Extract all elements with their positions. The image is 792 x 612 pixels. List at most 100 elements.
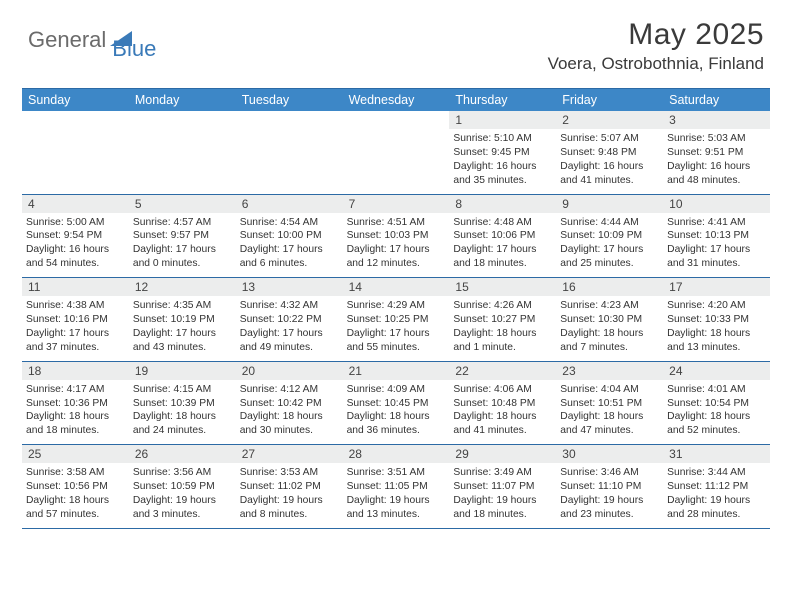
day-info: Sunrise: 4:38 AMSunset: 10:16 PMDaylight…: [26, 299, 125, 355]
day-header-thursday: Thursday: [449, 89, 556, 111]
day-number: [129, 111, 236, 129]
day-header-friday: Friday: [556, 89, 663, 111]
day-cell: 9 Sunrise: 4:44 AMSunset: 10:09 PMDayligh…: [556, 195, 663, 278]
day-info: Sunrise: 4:54 AMSunset: 10:00 PMDaylight…: [240, 216, 339, 272]
day-info: Sunrise: 4:20 AMSunset: 10:33 PMDaylight…: [667, 299, 766, 355]
day-info: Sunrise: 4:57 AMSunset: 9:57 PMDaylight:…: [133, 216, 232, 272]
day-number: 15: [449, 278, 556, 296]
day-cell: 25 Sunrise: 3:58 AMSunset: 10:56 PMDaylig…: [22, 445, 129, 528]
day-header-row: SundayMondayTuesdayWednesdayThursdayFrid…: [22, 89, 770, 111]
day-number: [343, 111, 450, 129]
day-number: 17: [663, 278, 770, 296]
empty-cell: [129, 111, 236, 194]
day-number: 29: [449, 445, 556, 463]
day-info: Sunrise: 3:46 AMSunset: 11:10 PMDaylight…: [560, 466, 659, 522]
day-cell: 21Sunrise: 4:09 AMSunset: 10:45 PMDaylig…: [343, 362, 450, 445]
day-info: Sunrise: 4:17 AMSunset: 10:36 PMDaylight…: [26, 383, 125, 439]
day-cell: 23 Sunrise: 4:04 AMSunset: 10:51 PMDaylig…: [556, 362, 663, 445]
day-number: 31: [663, 445, 770, 463]
day-info: Sunrise: 5:10 AMSunset: 9:45 PMDaylight:…: [453, 132, 552, 188]
day-cell: 2 Sunrise: 5:07 AMSunset: 9:48 PMDaylight…: [556, 111, 663, 194]
week-row: 11Sunrise: 4:38 AMSunset: 10:16 PMDaylig…: [22, 278, 770, 362]
day-info: Sunrise: 4:48 AMSunset: 10:06 PMDaylight…: [453, 216, 552, 272]
day-cell: 18 Sunrise: 4:17 AMSunset: 10:36 PMDaylig…: [22, 362, 129, 445]
month-year: May 2025: [548, 18, 764, 52]
day-info: Sunrise: 4:09 AMSunset: 10:45 PMDaylight…: [347, 383, 446, 439]
day-number: 23: [556, 362, 663, 380]
empty-cell: [22, 111, 129, 194]
day-info: Sunrise: 4:01 AMSunset: 10:54 PMDaylight…: [667, 383, 766, 439]
day-cell: 1 Sunrise: 5:10 AMSunset: 9:45 PMDaylight…: [449, 111, 556, 194]
day-info: Sunrise: 4:23 AMSunset: 10:30 PMDaylight…: [560, 299, 659, 355]
day-cell: 28Sunrise: 3:51 AMSunset: 11:05 PMDaylig…: [343, 445, 450, 528]
week-row: 4Sunrise: 5:00 AMSunset: 9:54 PMDaylight…: [22, 195, 770, 279]
day-number: 3: [663, 111, 770, 129]
day-header-saturday: Saturday: [663, 89, 770, 111]
day-cell: 12Sunrise: 4:35 AMSunset: 10:19 PMDaylig…: [129, 278, 236, 361]
day-info: Sunrise: 3:49 AMSunset: 11:07 PMDaylight…: [453, 466, 552, 522]
day-info: Sunrise: 4:12 AMSunset: 10:42 PMDaylight…: [240, 383, 339, 439]
day-info: Sunrise: 4:15 AMSunset: 10:39 PMDaylight…: [133, 383, 232, 439]
location: Voera, Ostrobothnia, Finland: [548, 54, 764, 74]
day-number: 10: [663, 195, 770, 213]
day-cell: 17 Sunrise: 4:20 AMSunset: 10:33 PMDaylig…: [663, 278, 770, 361]
day-cell: 29 Sunrise: 3:49 AMSunset: 11:07 PMDaylig…: [449, 445, 556, 528]
day-number: 20: [236, 362, 343, 380]
page-header: General Blue May 2025 Voera, Ostrobothni…: [0, 0, 792, 80]
day-info: Sunrise: 3:44 AMSunset: 11:12 PMDaylight…: [667, 466, 766, 522]
day-number: 24: [663, 362, 770, 380]
day-number: 27: [236, 445, 343, 463]
day-cell: 30 Sunrise: 3:46 AMSunset: 11:10 PMDaylig…: [556, 445, 663, 528]
day-cell: 5 Sunrise: 4:57 AMSunset: 9:57 PMDaylight…: [129, 195, 236, 278]
day-number: 4: [22, 195, 129, 213]
day-info: Sunrise: 5:07 AMSunset: 9:48 PMDaylight:…: [560, 132, 659, 188]
day-info: Sunrise: 4:35 AMSunset: 10:19 PMDaylight…: [133, 299, 232, 355]
day-number: [22, 111, 129, 129]
day-info: Sunrise: 4:04 AMSunset: 10:51 PMDaylight…: [560, 383, 659, 439]
day-cell: 27Sunrise: 3:53 AMSunset: 11:02 PMDaylig…: [236, 445, 343, 528]
day-header-tuesday: Tuesday: [236, 89, 343, 111]
day-cell: 10Sunrise: 4:41 AMSunset: 10:13 PMDaylig…: [663, 195, 770, 278]
day-info: Sunrise: 4:51 AMSunset: 10:03 PMDaylight…: [347, 216, 446, 272]
day-number: 1: [449, 111, 556, 129]
day-cell: 26Sunrise: 3:56 AMSunset: 10:59 PMDaylig…: [129, 445, 236, 528]
week-row: 1 Sunrise: 5:10 AMSunset: 9:45 PMDaylight…: [22, 111, 770, 195]
day-number: 6: [236, 195, 343, 213]
day-cell: 22 Sunrise: 4:06 AMSunset: 10:48 PMDaylig…: [449, 362, 556, 445]
day-cell: 4Sunrise: 5:00 AMSunset: 9:54 PMDaylight…: [22, 195, 129, 278]
logo: General Blue: [28, 18, 156, 62]
day-info: Sunrise: 4:44 AMSunset: 10:09 PMDaylight…: [560, 216, 659, 272]
day-number: 22: [449, 362, 556, 380]
day-info: Sunrise: 4:32 AMSunset: 10:22 PMDaylight…: [240, 299, 339, 355]
day-number: 5: [129, 195, 236, 213]
day-info: Sunrise: 4:29 AMSunset: 10:25 PMDaylight…: [347, 299, 446, 355]
day-number: 25: [22, 445, 129, 463]
day-cell: 6 Sunrise: 4:54 AMSunset: 10:00 PMDayligh…: [236, 195, 343, 278]
day-cell: 20 Sunrise: 4:12 AMSunset: 10:42 PMDaylig…: [236, 362, 343, 445]
day-header-wednesday: Wednesday: [343, 89, 450, 111]
empty-cell: [343, 111, 450, 194]
day-cell: 31 Sunrise: 3:44 AMSunset: 11:12 PMDaylig…: [663, 445, 770, 528]
empty-cell: [236, 111, 343, 194]
day-info: Sunrise: 4:06 AMSunset: 10:48 PMDaylight…: [453, 383, 552, 439]
day-number: 30: [556, 445, 663, 463]
day-number: [236, 111, 343, 129]
day-cell: 13Sunrise: 4:32 AMSunset: 10:22 PMDaylig…: [236, 278, 343, 361]
day-number: 18: [22, 362, 129, 380]
day-info: Sunrise: 3:58 AMSunset: 10:56 PMDaylight…: [26, 466, 125, 522]
day-number: 2: [556, 111, 663, 129]
day-number: 16: [556, 278, 663, 296]
logo-text-main: General: [28, 27, 106, 53]
day-cell: 15Sunrise: 4:26 AMSunset: 10:27 PMDaylig…: [449, 278, 556, 361]
day-cell: 11Sunrise: 4:38 AMSunset: 10:16 PMDaylig…: [22, 278, 129, 361]
logo-text-accent: Blue: [112, 36, 156, 61]
day-cell: 8Sunrise: 4:48 AMSunset: 10:06 PMDayligh…: [449, 195, 556, 278]
day-number: 14: [343, 278, 450, 296]
day-cell: 19 Sunrise: 4:15 AMSunset: 10:39 PMDaylig…: [129, 362, 236, 445]
calendar: SundayMondayTuesdayWednesdayThursdayFrid…: [22, 88, 770, 529]
day-number: 19: [129, 362, 236, 380]
day-number: 9: [556, 195, 663, 213]
day-cell: 7Sunrise: 4:51 AMSunset: 10:03 PMDayligh…: [343, 195, 450, 278]
week-row: 25 Sunrise: 3:58 AMSunset: 10:56 PMDaylig…: [22, 445, 770, 529]
day-info: Sunrise: 3:51 AMSunset: 11:05 PMDaylight…: [347, 466, 446, 522]
